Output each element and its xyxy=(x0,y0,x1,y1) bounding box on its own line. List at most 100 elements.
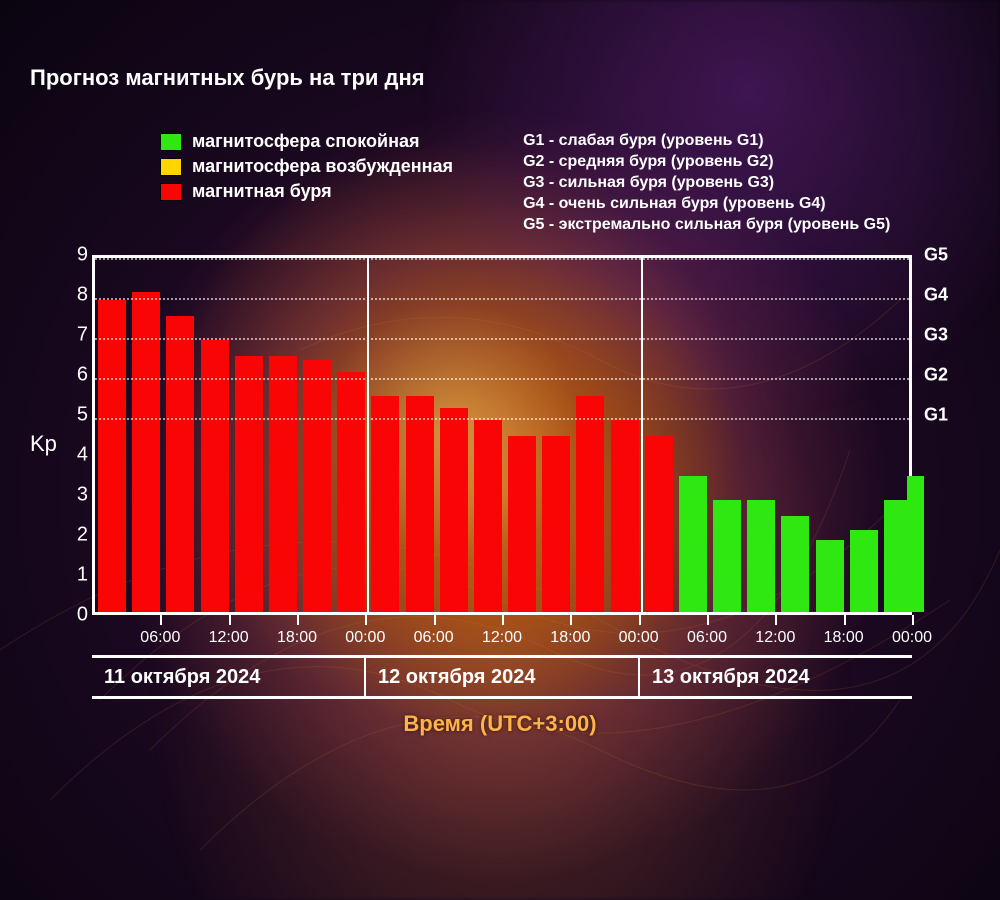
x-axis-ticks: 06:0012:0018:0000:0006:0012:0018:0000:00… xyxy=(92,623,912,643)
bar xyxy=(850,530,878,612)
bar xyxy=(98,300,126,612)
legend-label: магнитосфера возбужденная xyxy=(192,156,453,177)
x-tick-mark xyxy=(912,615,914,625)
x-tick-mark xyxy=(570,615,572,625)
bar xyxy=(132,292,160,612)
legend-item: магнитосфера возбужденная xyxy=(160,156,453,177)
date-label: 13 октября 2024 xyxy=(640,658,912,696)
x-tick-mark xyxy=(707,615,709,625)
x-tick-label: 00:00 xyxy=(345,629,385,647)
y-tick-label: 2 xyxy=(77,524,88,547)
g-scale-desc: G4 - очень сильная буря (уровень G4) xyxy=(523,194,890,214)
bar xyxy=(508,436,536,612)
x-tick-label: 06:00 xyxy=(140,629,180,647)
y-tick-label: 8 xyxy=(77,284,88,307)
x-axis-title: Время (UTC+3:00) xyxy=(30,711,970,737)
x-tick-label: 18:00 xyxy=(824,629,864,647)
bar xyxy=(235,356,263,612)
legend-swatch xyxy=(160,183,182,201)
bar xyxy=(269,356,297,612)
g-gridline xyxy=(95,298,909,300)
bar xyxy=(474,420,502,612)
g-scale-desc: G5 - экстремально сильная буря (уровень … xyxy=(523,215,890,235)
x-tick-label: 12:00 xyxy=(755,629,795,647)
y-tick-label: 0 xyxy=(77,604,88,627)
x-tick-label: 12:00 xyxy=(482,629,522,647)
bar xyxy=(201,340,229,612)
legend-swatch xyxy=(160,133,182,151)
bar xyxy=(781,516,809,612)
bar xyxy=(303,360,331,612)
x-tick-mark xyxy=(365,615,367,625)
y-tick-label: 3 xyxy=(77,484,88,507)
bar xyxy=(907,476,924,612)
g-level-label: G5 xyxy=(924,245,948,266)
g-gridline xyxy=(95,338,909,340)
y-axis-ticks: 0123456789 xyxy=(68,255,88,615)
chart-container: Прогноз магнитных бурь на три дня магнит… xyxy=(30,65,970,655)
g-scale-desc: G1 - слабая буря (уровень G1) xyxy=(523,131,890,151)
bar xyxy=(166,316,194,612)
x-tick-label: 06:00 xyxy=(687,629,727,647)
legend-g-scale: G1 - слабая буря (уровень G1)G2 - средня… xyxy=(523,131,890,235)
x-tick-mark xyxy=(844,615,846,625)
legend-item: магнитосфера спокойная xyxy=(160,131,453,152)
bar xyxy=(440,408,468,612)
legend-label: магнитная буря xyxy=(192,181,332,202)
y-tick-label: 1 xyxy=(77,564,88,587)
x-tick-mark xyxy=(229,615,231,625)
chart-title: Прогноз магнитных бурь на три дня xyxy=(30,65,970,91)
x-tick-label: 00:00 xyxy=(619,629,659,647)
g-gridline xyxy=(95,418,909,420)
bar xyxy=(576,396,604,612)
bar xyxy=(713,500,741,612)
y-tick-label: 9 xyxy=(77,244,88,267)
x-tick-label: 18:00 xyxy=(550,629,590,647)
g-level-label: G1 xyxy=(924,405,948,426)
legend-label: магнитосфера спокойная xyxy=(192,131,420,152)
day-separator xyxy=(641,258,643,612)
y-axis-label: Kp xyxy=(30,431,57,457)
y-tick-label: 5 xyxy=(77,404,88,427)
bar xyxy=(406,396,434,612)
x-tick-mark xyxy=(434,615,436,625)
bar xyxy=(542,436,570,612)
day-separator xyxy=(367,258,369,612)
g-level-label: G2 xyxy=(924,365,948,386)
plot-area xyxy=(92,255,912,615)
date-label: 11 октября 2024 xyxy=(92,658,366,696)
g-gridline xyxy=(95,378,909,380)
legend-swatch xyxy=(160,158,182,176)
bar xyxy=(816,540,844,612)
bar xyxy=(645,436,673,612)
g-level-label: G3 xyxy=(924,325,948,346)
x-tick-mark xyxy=(160,615,162,625)
legend-colors: магнитосфера спокойная магнитосфера возбу… xyxy=(160,131,453,235)
bar xyxy=(679,476,707,612)
x-tick-mark xyxy=(297,615,299,625)
bar xyxy=(611,420,639,612)
g-scale-desc: G2 - средняя буря (уровень G2) xyxy=(523,152,890,172)
g-gridline xyxy=(95,258,909,260)
x-tick-label: 18:00 xyxy=(277,629,317,647)
y-tick-label: 7 xyxy=(77,324,88,347)
legend-area: магнитосфера спокойная магнитосфера возбу… xyxy=(160,131,970,235)
x-tick-label: 00:00 xyxy=(892,629,932,647)
bar xyxy=(371,396,399,612)
x-tick-mark xyxy=(639,615,641,625)
bar xyxy=(747,500,775,612)
bar xyxy=(337,372,365,612)
chart-plot-wrapper: Kp 0123456789 06:0012:0018:0000:0006:001… xyxy=(30,255,970,655)
x-tick-label: 06:00 xyxy=(414,629,454,647)
x-tick-label: 12:00 xyxy=(209,629,249,647)
y-tick-label: 6 xyxy=(77,364,88,387)
g-scale-desc: G3 - сильная буря (уровень G3) xyxy=(523,173,890,193)
x-tick-mark xyxy=(502,615,504,625)
date-labels-row: 11 октября 202412 октября 202413 октября… xyxy=(92,655,912,699)
date-label: 12 октября 2024 xyxy=(366,658,640,696)
legend-item: магнитная буря xyxy=(160,181,453,202)
g-level-label: G4 xyxy=(924,285,948,306)
bars-layer xyxy=(95,258,909,612)
x-tick-mark xyxy=(775,615,777,625)
y-tick-label: 4 xyxy=(77,444,88,467)
